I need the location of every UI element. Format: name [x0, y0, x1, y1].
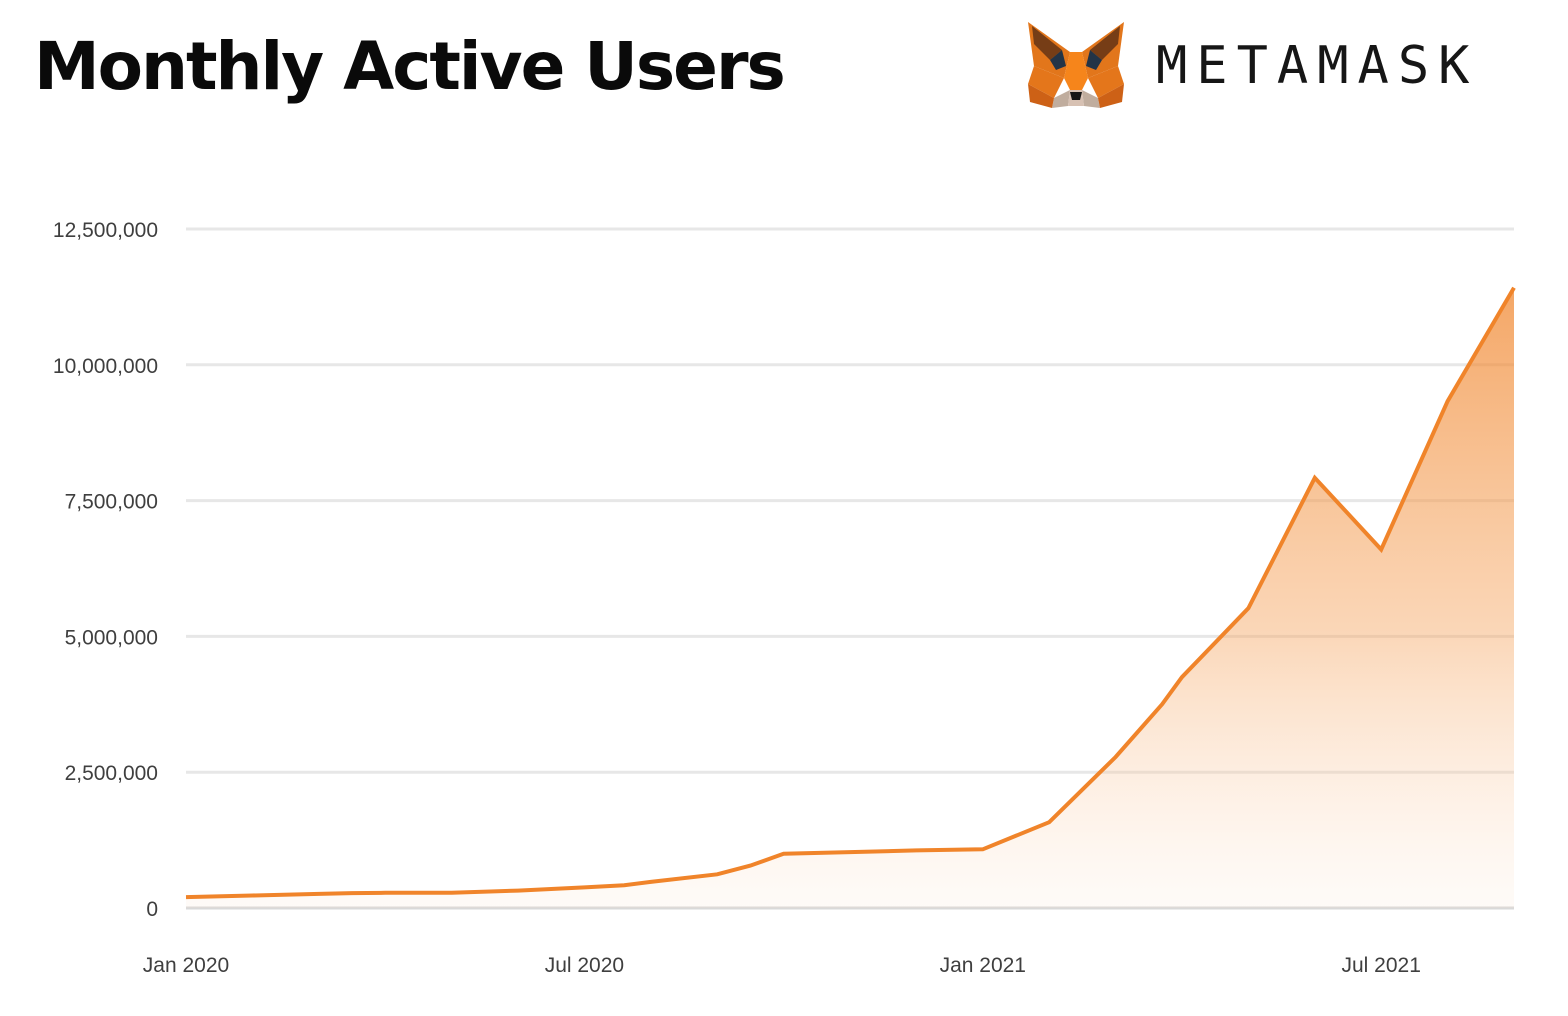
x-tick-label: Jul 2020 — [545, 954, 624, 977]
data-point — [715, 872, 719, 876]
brand-logo: METAMASK — [1026, 18, 1478, 114]
data-point — [184, 895, 188, 899]
y-tick-label: 0 — [146, 898, 158, 921]
data-point — [1446, 399, 1450, 403]
data-point — [914, 848, 918, 852]
series-area — [184, 286, 1516, 908]
data-point — [782, 852, 786, 856]
x-axis: Jan 2020 Jul 2020 Jan 2021 Jul 2021 — [143, 954, 1421, 977]
data-point — [450, 891, 454, 895]
x-tick-label: Jan 2021 — [940, 954, 1026, 977]
data-point — [1180, 675, 1184, 679]
y-tick-label: 12,500,000 — [53, 219, 158, 242]
y-tick-label: 5,000,000 — [65, 626, 158, 649]
data-point — [317, 892, 321, 896]
data-point — [981, 847, 985, 851]
data-point — [649, 880, 653, 884]
chart-title: Monthly Active Users — [34, 28, 786, 105]
x-tick-label: Jan 2020 — [143, 954, 229, 977]
data-point — [516, 889, 520, 893]
x-tick-label: Jul 2021 — [1341, 954, 1420, 977]
y-axis: 0 2,500,000 5,000,000 7,500,000 10,000,000 12… — [53, 219, 158, 921]
data-point — [350, 891, 354, 895]
metamask-fox-icon — [1028, 22, 1124, 108]
y-tick-label: 7,500,000 — [65, 491, 158, 514]
data-point — [1160, 702, 1164, 706]
y-tick-label: 10,000,000 — [53, 355, 158, 378]
brand-wordmark: METAMASK — [1156, 36, 1479, 96]
data-point — [582, 885, 586, 889]
series-line — [185, 286, 1516, 900]
data-point — [1114, 755, 1118, 759]
area-fill — [186, 287, 1514, 908]
data-point — [748, 864, 752, 868]
data-point — [1379, 547, 1383, 551]
data-point — [1313, 476, 1317, 480]
y-tick-label: 2,500,000 — [65, 762, 158, 785]
data-point — [622, 883, 626, 887]
data-point — [1246, 606, 1250, 610]
data-point — [848, 850, 852, 854]
data-point — [383, 891, 387, 895]
data-point — [250, 894, 254, 898]
data-point — [1512, 286, 1516, 290]
data-point — [1047, 820, 1051, 824]
